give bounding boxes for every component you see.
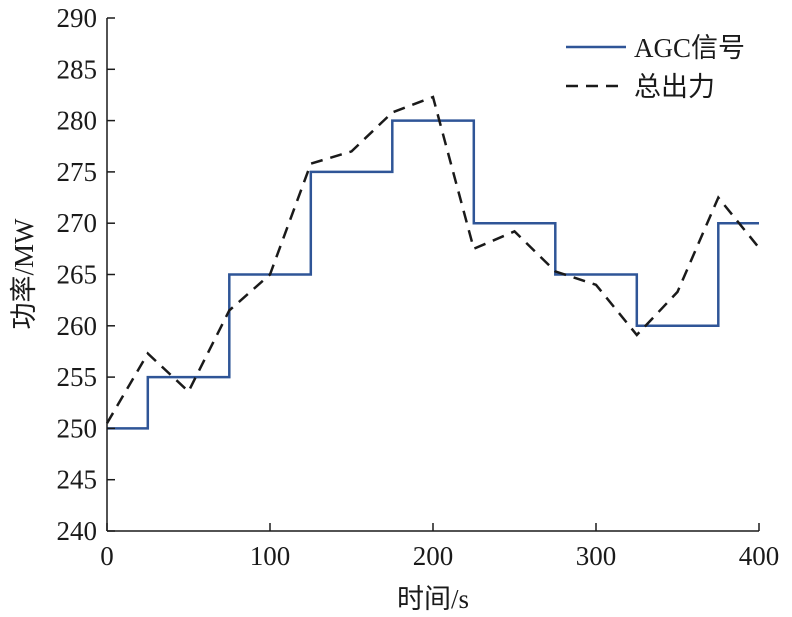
x-tick-label: 200: [413, 541, 454, 571]
y-tick-label: 280: [57, 106, 98, 136]
plot-area: [105, 95, 760, 430]
y-axis-ticks: 240 245 250 255 260 265 270 275 280 285 290: [57, 3, 115, 546]
y-tick-label: 260: [57, 311, 98, 341]
x-tick-label: 300: [576, 541, 617, 571]
y-axis-label: 功率/MW: [9, 218, 39, 330]
y-tick-label: 245: [57, 465, 98, 495]
y-tick-label: 285: [57, 54, 98, 84]
series-line-2: [105, 95, 760, 424]
x-tick-label: 400: [739, 541, 780, 571]
x-tick-label: 100: [250, 541, 291, 571]
y-tick-label: 250: [57, 413, 98, 443]
legend-label-2: 总出力: [634, 72, 715, 102]
x-axis-ticks: 0 100 200 300 400: [100, 523, 779, 571]
series-line-1: [107, 119, 759, 430]
y-tick-label: 275: [57, 157, 98, 187]
y-tick-label: 290: [57, 3, 98, 33]
y-tick-label: 265: [57, 260, 98, 290]
x-tick-label: 0: [100, 541, 114, 571]
x-axis-label: 时间/s: [397, 584, 469, 614]
y-tick-label: 270: [57, 208, 98, 238]
y-tick-label: 240: [57, 516, 98, 546]
legend-label-1: AGC信号: [634, 33, 745, 63]
y-tick-label: 255: [57, 362, 98, 392]
